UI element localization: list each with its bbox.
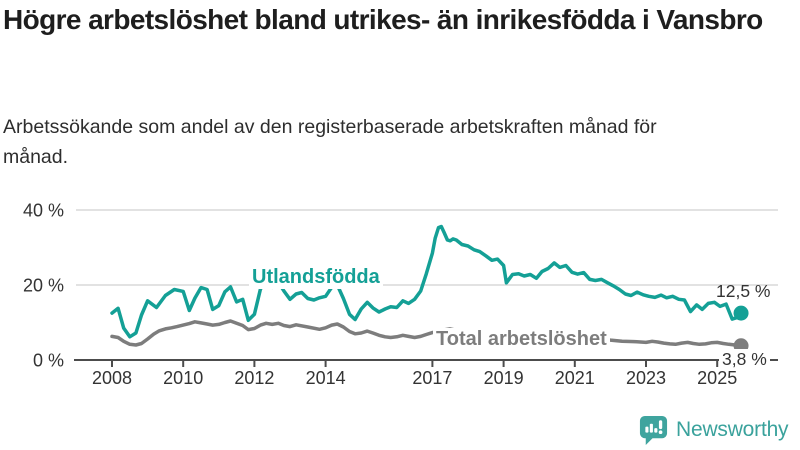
newsworthy-bar-chart-speech-bubble-icon: [639, 415, 668, 445]
y-axis-tick-label: 20 %: [23, 276, 64, 296]
x-axis-tick-label: 2021: [555, 368, 595, 388]
series-end-dot-utlandsfodda: [733, 305, 749, 321]
chart-title: Högre arbetslöshet bland utrikes- än inr…: [3, 4, 763, 35]
series-label-utlandsfodda: Utlandsfödda: [249, 266, 383, 289]
x-axis-tick-label: 2019: [484, 368, 524, 388]
x-axis-tick-label: 2025: [697, 368, 737, 388]
newsworthy-logo[interactable]: Newsworthy: [638, 414, 789, 445]
x-axis-tick-label: 2010: [163, 368, 203, 388]
y-axis-tick-label: 40 %: [23, 201, 64, 221]
series-line-utlandsfodda: [110, 224, 743, 339]
x-axis-tick-label: 2008: [92, 368, 132, 388]
series-line-total-arbetsloshet: [110, 319, 743, 348]
chart-subtitle: Arbetssökande som andel av den registerb…: [3, 116, 657, 169]
newsworthy-wordmark: Newsworthy: [676, 417, 789, 441]
x-axis-tick-label: 2014: [306, 368, 346, 388]
x-axis-tick-label: 2012: [234, 368, 274, 388]
end-value-label-total: 3,8 %: [719, 349, 770, 370]
end-value-label-utlandsfodda: 12,5 %: [716, 281, 771, 301]
x-axis-tick-label: 2017: [412, 368, 452, 388]
series-label-total-arbetsloshet: Total arbetslöshet: [433, 328, 610, 351]
y-axis-tick-label: 0 %: [33, 351, 64, 371]
x-axis-tick-label: 2023: [626, 368, 666, 388]
